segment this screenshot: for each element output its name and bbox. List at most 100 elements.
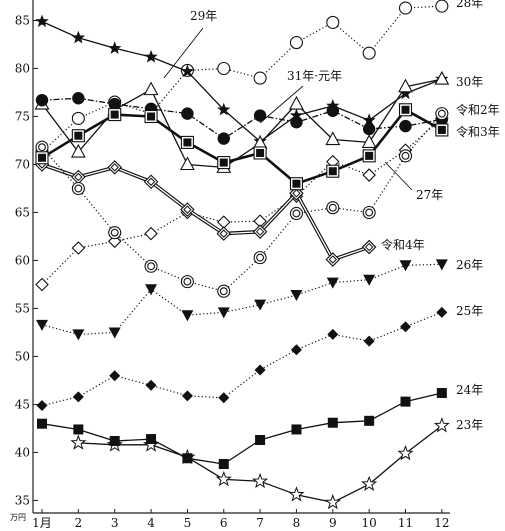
series-layer [34,0,450,510]
series-line [41,392,443,465]
x-tick-label: 10 [362,516,377,530]
series-24年 [37,387,447,470]
marker-diamond-open [144,226,158,241]
x-tick-label: 9 [329,516,337,530]
marker-circle-double [289,206,304,221]
marker-circle-filled [326,104,339,117]
marker-square-double-inner [256,148,265,157]
marker-diamond-filled [181,390,193,402]
series-label: 令和3年 [456,124,500,139]
series-label: 26年 [456,258,483,272]
series-label: 28年 [456,0,483,10]
series-label: 24年 [456,383,483,397]
marker-circle-open [71,111,85,125]
label-leader-line [259,85,304,124]
marker-circle-open [253,71,267,85]
marker-circle-double-inner [256,253,265,262]
marker-diamond-filled [400,321,411,333]
marker-triangle-up-open [398,78,413,93]
label-leader-line [163,27,204,79]
marker-square-double-inner [74,131,83,140]
marker-diamond-filled [363,335,375,347]
marker-square-filled [109,435,120,446]
series-label: 25年 [456,304,483,318]
x-tick-label: 12 [434,516,449,530]
marker-circle-double [326,201,340,215]
series-line [41,97,443,140]
marker-circle-filled [253,109,267,122]
y-tick-label: 45 [15,398,30,412]
marker-diamond-filled [218,392,230,404]
marker-diamond-double [107,160,122,175]
y-tick-label: 80 [15,62,30,76]
marker-circle-double [217,284,231,298]
marker-triangle-down-filled [181,310,194,322]
series-line [41,263,442,335]
marker-circle-open [217,61,231,76]
marker-diamond-filled [145,379,157,391]
marker-circle-double-inner [401,151,410,160]
y-tick-label: 40 [15,446,30,460]
marker-square-filled [146,434,157,445]
marker-circle-double-inner [74,184,83,193]
marker-square-filled [73,424,84,435]
marker-star-open [361,475,378,491]
series-label: 29年 [190,9,217,23]
marker-circle-filled [362,122,376,136]
marker-diamond-open [362,168,376,182]
marker-circle-double-inner [292,209,301,218]
series-label: 27年 [416,188,443,202]
x-tick-label: 2 [75,516,83,530]
marker-star-open [397,445,414,461]
marker-circle-double [108,226,122,240]
marker-triangle-up-open [325,131,341,146]
series-26年 [36,259,448,341]
marker-circle-filled [72,92,85,105]
series-27年 [35,111,449,292]
marker-diamond-double-inner [255,227,265,236]
series-label: 令和2年 [456,102,500,117]
marker-circle-double [71,181,85,196]
marker-triangle-down-filled [145,284,158,296]
marker-diamond-double [252,224,268,239]
series-label: 30年 [456,75,483,89]
marker-star-filled [144,50,158,63]
marker-triangle-up-open [361,134,377,148]
marker-diamond-double-inner [110,163,119,172]
marker-square-double-inner [365,151,374,160]
series-label: 31年·元年 [287,69,342,83]
marker-diamond-open [35,277,49,292]
marker-star-filled [180,64,195,77]
marker-triangle-down-filled [435,259,448,271]
series-line [41,5,442,153]
y-tick-label: 75 [15,110,30,124]
marker-square-filled [400,396,411,407]
marker-square-double-inner [38,153,46,162]
marker-circle-double-inner [38,143,46,152]
marker-square-double-inner [219,158,228,167]
marker-circle-double [398,149,413,163]
x-tick-label: 7 [256,516,264,530]
marker-circle-double-inner [110,228,119,237]
marker-diamond-double [325,252,341,267]
series-line [41,113,443,292]
marker-circle-double [435,107,449,121]
marker-circle-open [398,1,413,15]
marker-circle-double-inner [219,287,228,296]
marker-square-filled [327,417,338,428]
marker-square-filled [436,387,447,398]
marker-diamond-double-inner [183,205,192,214]
x-tick-label: 1月 [32,516,52,530]
marker-triangle-down-filled [254,299,267,311]
marker-diamond-filled [72,391,84,403]
marker-triangle-up-open [179,156,195,171]
marker-square-double-inner [401,105,410,114]
y-tick-label: 55 [15,302,30,316]
marker-circle-filled [217,132,230,145]
marker-square-filled [218,459,229,470]
marker-square-filled [291,424,302,435]
marker-diamond-filled [109,370,121,382]
marker-star-open [215,470,232,487]
marker-star-open [288,486,305,502]
